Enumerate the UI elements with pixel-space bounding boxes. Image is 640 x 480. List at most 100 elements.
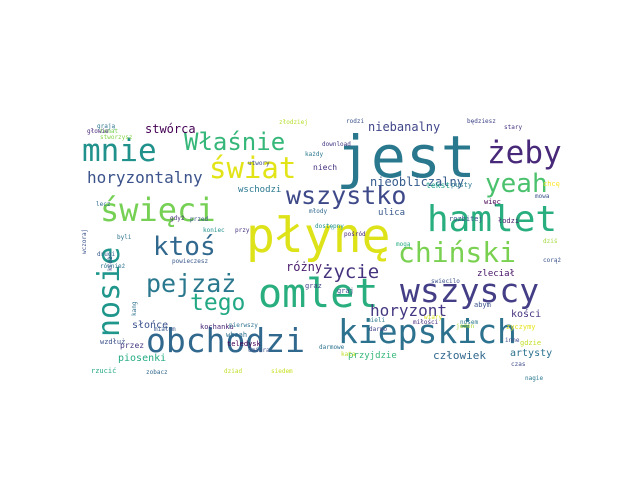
cloud-word: drugi [97, 251, 115, 258]
cloud-word: nieobliczalny [370, 175, 464, 189]
cloud-word: słońce [132, 319, 168, 331]
cloud-word: teledysk [227, 340, 262, 348]
cloud-word: kości [511, 308, 541, 320]
cloud-word: rozbitej [449, 215, 483, 223]
cloud-word: darmowe [319, 344, 345, 351]
cloud-word: chiński [398, 236, 516, 269]
cloud-word: darmo [369, 326, 387, 333]
cloud-word: rodzi [346, 118, 364, 125]
cloud-word: miłości [413, 319, 439, 326]
cloud-word: łodzi [498, 217, 519, 225]
cloud-word: żeby [487, 135, 562, 171]
cloud-word: mowa [535, 193, 550, 200]
cloud-word: dziad [224, 368, 242, 375]
cloud-word: jest [336, 123, 476, 191]
cloud-word: tekst [426, 181, 450, 190]
cloud-word: każdy [305, 151, 323, 158]
cloud-word: mogą [396, 241, 411, 248]
cloud-word: zyczymy [506, 323, 536, 331]
cloud-word: również [100, 263, 126, 270]
cloud-word: corąż [543, 257, 561, 264]
cloud-word: kata [341, 351, 356, 358]
cloud-word: yeah [485, 169, 548, 199]
cloud-word: młody [309, 208, 327, 215]
cloud-word: głowie [87, 128, 109, 135]
cloud-word: różny [286, 260, 322, 274]
cloud-word: niech [313, 163, 337, 172]
cloud-word: człowiek [433, 349, 486, 362]
cloud-word: przed [190, 216, 208, 223]
cloud-word: wszyscy [400, 271, 539, 310]
cloud-word: horyzontalny [87, 168, 203, 187]
cloud-word: utwory [248, 160, 270, 167]
cloud-word: zleciał [477, 269, 515, 279]
cloud-word: temat [100, 128, 118, 135]
cloud-word: kiepskich [338, 312, 517, 351]
cloud-word: czas [511, 361, 526, 368]
cloud-word: rzucić [91, 367, 116, 375]
cloud-word: whoah [226, 331, 247, 339]
cloud-word: siedem [271, 368, 293, 375]
cloud-word: przyjdzie [348, 351, 397, 361]
cloud-word: święci [100, 191, 216, 229]
cloud-word: obchodzi [146, 321, 305, 360]
cloud-word: pusty [451, 181, 472, 189]
cloud-word: pejzaż [146, 269, 236, 298]
cloud-word: wiary [424, 314, 442, 321]
cloud-word: tego [190, 290, 245, 316]
cloud-word: nosem [460, 319, 478, 326]
cloud-word: artysty [510, 348, 552, 359]
cloud-word: koniec [203, 227, 225, 234]
cloud-word: kochanku [200, 323, 234, 331]
cloud-word: wszystko [286, 181, 406, 210]
cloud-word: pośród [344, 231, 366, 238]
cloud-word: jeden [456, 323, 474, 330]
cloud-word: stworzysz [100, 134, 133, 141]
cloud-word: gdyż [170, 215, 185, 222]
cloud-word: przez [120, 341, 144, 350]
cloud-word: pierwszy [229, 322, 258, 329]
cloud-word: hamlet [427, 199, 557, 240]
cloud-word: będziesz [467, 118, 496, 125]
cloud-word: wzdłuż [100, 338, 125, 346]
cloud-word: horyzont [370, 301, 447, 320]
cloud-word: umiera [248, 347, 270, 354]
cloud-word: przy [235, 227, 250, 234]
cloud-word: Właśnie [184, 128, 285, 156]
cloud-background [81, 117, 561, 364]
cloud-word: piosenki [118, 353, 166, 364]
cloud-word: nagie [525, 375, 543, 382]
cloud-word: omlet [258, 271, 378, 317]
cloud-word: miałem [154, 326, 176, 333]
cloud-word: mieli [367, 317, 385, 324]
cloud-word: stary [504, 124, 522, 131]
cloud-word: abym [474, 301, 491, 309]
cloud-word: graz [305, 282, 322, 290]
cloud-word: wschodzi [238, 185, 281, 195]
cloud-word: graj [337, 287, 354, 295]
cloud-word: byli [117, 234, 132, 241]
cloud-word: inne [505, 337, 520, 344]
cloud-word: świat [209, 151, 296, 185]
cloud-word: ulica [378, 208, 405, 218]
cloud-word: życie [322, 261, 379, 283]
cloud-word: zobacz [146, 369, 168, 376]
cloud-word: stwórca [145, 122, 196, 136]
cloud-word: nosie [92, 247, 127, 337]
cloud-word: płynę [246, 208, 391, 264]
cloud-word: dostępny [315, 223, 344, 230]
cloud-word: kang [131, 301, 138, 316]
cloud-word: dziś [543, 238, 558, 245]
cloud-word: więc [484, 198, 501, 206]
cloud-word: wczoraj [81, 229, 88, 254]
cloud-word: mnie [82, 133, 157, 169]
cloud-word: chcę [543, 180, 560, 188]
cloud-word: powieczesz [172, 258, 209, 265]
cloud-word: ktoś [153, 232, 216, 262]
cloud-word: lecz [96, 201, 111, 208]
cloud-word: download [322, 141, 351, 148]
cloud-word: gdzie [520, 339, 541, 347]
cloud-word: swiecilo [431, 278, 460, 285]
